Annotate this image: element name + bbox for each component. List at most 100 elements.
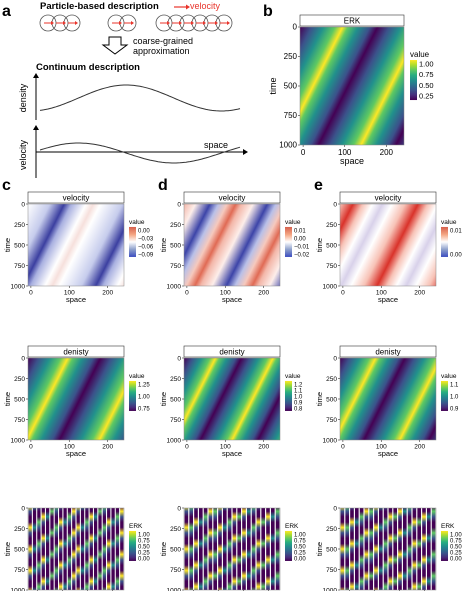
legend-title: value xyxy=(285,373,301,380)
erk-column xyxy=(98,508,102,590)
erk-column xyxy=(222,508,227,590)
panel-title-strip xyxy=(339,191,437,204)
y-tick-label: 0 xyxy=(293,23,298,32)
particle-velocity-arrowhead xyxy=(119,21,122,25)
particle-velocity-arrowhead xyxy=(75,21,78,25)
arrow-text-2: approximation xyxy=(133,46,190,56)
erk-column xyxy=(63,508,67,590)
legend-tick-label: 1.00 xyxy=(138,394,150,400)
y-tick-label: 750 xyxy=(284,111,298,120)
panel-a-letter: a xyxy=(2,3,11,20)
x-tick-label: 200 xyxy=(380,148,394,157)
heatmap-body xyxy=(340,508,436,590)
legend-tick-label: 1.00 xyxy=(419,60,434,69)
panel-title: denisty xyxy=(63,348,88,357)
legend-title: value xyxy=(285,219,301,226)
erk-column xyxy=(242,508,246,590)
x-tick-label: 200 xyxy=(414,290,425,297)
legend-tick-label: −0.09 xyxy=(138,252,154,258)
y-tick-label: 1000 xyxy=(11,588,26,591)
erk-column xyxy=(354,508,359,590)
legend-title: value xyxy=(129,219,145,226)
velocity-legend-label: velocity xyxy=(190,1,221,11)
legend-tick-label: 1.25 xyxy=(138,382,150,388)
legend-colorbar xyxy=(129,226,136,257)
y-tick-label: 500 xyxy=(284,82,298,91)
y-axis-label: time xyxy=(159,238,168,252)
erk-column xyxy=(45,508,50,590)
heatmap-body xyxy=(300,27,404,145)
x-tick-label: 100 xyxy=(376,290,387,297)
panel-title: ERK xyxy=(344,17,361,26)
erk-column xyxy=(54,508,59,590)
legend-title: value xyxy=(129,373,145,380)
x-tick-label: 0 xyxy=(185,444,189,451)
y-tick-label: 750 xyxy=(326,567,337,574)
erk-column xyxy=(208,508,213,590)
panel-title-strip xyxy=(183,191,281,204)
erk-column xyxy=(41,508,45,590)
erk-heatmap: ERK 0 250 500 750 1000 0 100 200 space time value1.… xyxy=(268,14,434,166)
y-tick-label: 250 xyxy=(326,526,337,533)
y-tick-label: 250 xyxy=(14,376,25,383)
x-tick-label: 100 xyxy=(338,148,352,157)
y-tick-label: 1000 xyxy=(11,284,26,291)
erk-column xyxy=(80,508,85,590)
erk-column xyxy=(364,508,369,590)
panel-title: velocity xyxy=(63,194,90,203)
y-axis-label: time xyxy=(268,77,278,94)
legend-tick-label: 0.25 xyxy=(138,550,150,556)
heatmap-fill xyxy=(184,204,280,286)
x-axis-label: space xyxy=(66,449,86,458)
panel-b-letter: b xyxy=(263,3,273,20)
legend-colorbar xyxy=(410,60,417,101)
heatmap-body xyxy=(28,204,124,286)
heatmap-body xyxy=(28,508,124,590)
y-tick-label: 250 xyxy=(14,526,25,533)
legend-title: value xyxy=(441,373,457,380)
panel-d-letter: d xyxy=(158,177,168,194)
particle-velocity-arrowhead xyxy=(179,21,182,25)
legend-tick-label: −0.03 xyxy=(138,236,154,242)
x-tick-label: 0 xyxy=(185,290,189,297)
y-tick-label: 0 xyxy=(333,506,337,513)
coarse-grain-arrow-icon xyxy=(101,36,129,55)
erk-column xyxy=(232,508,237,590)
y-axis-label: time xyxy=(315,238,324,252)
y-tick-label: 500 xyxy=(14,547,25,554)
legend-title: value xyxy=(410,50,430,59)
velocity-legend-arrowhead xyxy=(186,4,190,10)
legend-tick-label: 0.75 xyxy=(138,406,150,412)
legend-tick-label: 0.01 xyxy=(450,228,462,234)
legend-colorbar xyxy=(441,380,448,411)
heatmap-body xyxy=(340,358,436,440)
legend-colorbar xyxy=(441,226,448,257)
erk-column xyxy=(89,508,93,590)
panel-b-erk-heatmap: ERK 0 250 500 750 1000 0 100 200 space time value1.… xyxy=(268,14,434,166)
velocity-axis-arrowhead xyxy=(33,125,39,130)
panel-title: denisty xyxy=(219,348,244,357)
particle-velocity-arrowhead xyxy=(203,21,206,25)
legend-tick-label: 0.9 xyxy=(294,400,303,406)
legend-tick-label: 0.00 xyxy=(450,252,462,258)
y-tick-label: 750 xyxy=(170,263,181,270)
heatmap-fill xyxy=(184,358,280,440)
particle-velocity-arrowhead xyxy=(131,21,134,25)
legend-tick-label: 1.00 xyxy=(294,532,306,538)
erk-column xyxy=(256,508,261,590)
erk-column xyxy=(359,508,364,590)
x-tick-label: 200 xyxy=(258,290,269,297)
legend-tick-label: 1.1 xyxy=(294,388,303,394)
legend-tick-label: −0.02 xyxy=(294,252,310,258)
erk-column xyxy=(422,508,426,590)
x-tick-label: 0 xyxy=(301,148,306,157)
heatmap-body xyxy=(184,508,280,590)
y-axis-label: time xyxy=(3,542,12,556)
y-tick-label: 500 xyxy=(326,547,337,554)
y-axis-label: time xyxy=(315,392,324,406)
panel-e-letter: e xyxy=(314,177,323,194)
arrow-text-1: coarse-grained xyxy=(133,36,193,46)
x-tick-label: 200 xyxy=(258,444,269,451)
legend-tick-label: 0.01 xyxy=(294,228,306,234)
legend-tick-label: 0.25 xyxy=(419,92,434,101)
